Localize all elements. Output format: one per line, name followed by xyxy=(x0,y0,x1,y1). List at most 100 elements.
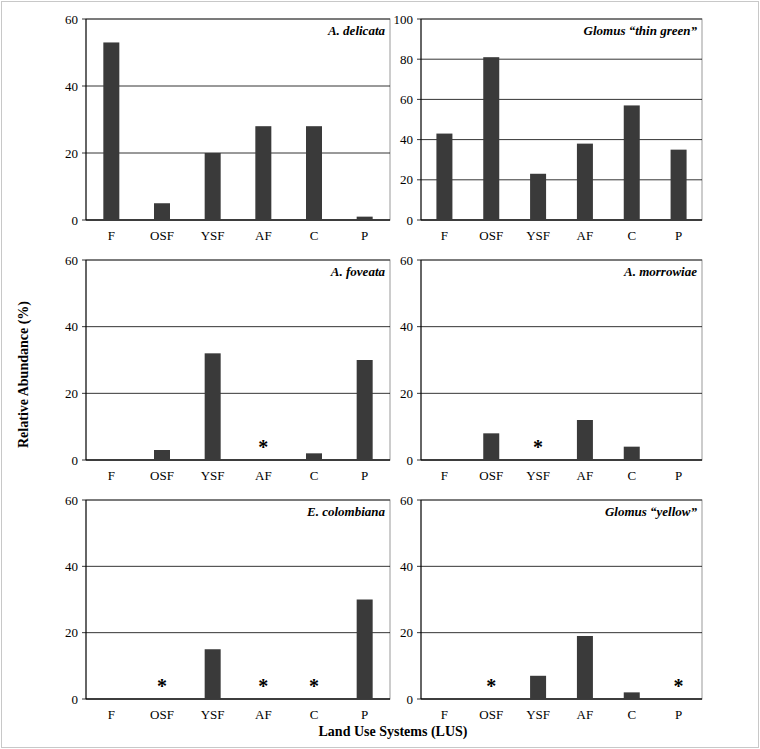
category-label: P xyxy=(361,228,368,243)
bar xyxy=(530,676,546,699)
bar xyxy=(671,699,687,700)
tick-label: 20 xyxy=(65,146,78,161)
bar xyxy=(671,150,687,220)
grid-line xyxy=(421,566,702,567)
tick-label: 20 xyxy=(65,625,78,640)
tick-label: 0 xyxy=(407,213,414,228)
annotation: * xyxy=(533,436,543,458)
plot-frame xyxy=(421,260,702,460)
category-label: C xyxy=(310,228,319,243)
x-axis-label: Land Use Systems (LUS) xyxy=(319,724,468,740)
tick-mark xyxy=(417,99,421,100)
category-label: F xyxy=(441,468,448,483)
y-axis-label: Relative Abundance (%) xyxy=(16,301,32,448)
grid-line xyxy=(86,220,390,221)
tick-mark xyxy=(82,86,86,87)
category-label: C xyxy=(627,468,636,483)
bar xyxy=(530,174,546,220)
annotation: * xyxy=(258,436,268,458)
category-label: AF xyxy=(255,468,272,483)
tick-mark xyxy=(417,460,421,461)
category-label: C xyxy=(310,707,319,722)
category-label: AF xyxy=(577,228,594,243)
panel-title: A. foveata xyxy=(330,264,386,279)
tick-mark xyxy=(82,566,86,567)
panel: 0204060FOSFYSFAFCP*A. morrowiae xyxy=(400,253,702,484)
grid-line xyxy=(86,86,390,87)
tick-label: 60 xyxy=(400,253,413,268)
tick-label: 20 xyxy=(400,386,413,401)
category-label: C xyxy=(627,228,636,243)
tick-mark xyxy=(417,500,421,501)
category-label: F xyxy=(441,707,448,722)
tick-label: 40 xyxy=(65,559,78,574)
grid-line xyxy=(421,179,702,180)
grid-line xyxy=(86,326,390,327)
bar xyxy=(436,134,452,220)
category-label: OSF xyxy=(150,707,174,722)
grid-line xyxy=(86,460,390,461)
annotation: * xyxy=(157,675,167,697)
panel: 020406080100FOSFYSFAFCPGlomus “thin gree… xyxy=(394,12,703,244)
tick-label: 60 xyxy=(400,493,413,508)
plot-frame xyxy=(421,19,702,220)
bar xyxy=(255,460,271,461)
category-label: P xyxy=(675,228,682,243)
y-axis xyxy=(421,500,422,699)
tick-label: 80 xyxy=(400,52,413,67)
panel-title: A. delicata xyxy=(327,23,386,38)
category-label: YSF xyxy=(201,468,225,483)
plot-frame xyxy=(421,500,702,699)
category-label: AF xyxy=(255,228,272,243)
bar xyxy=(154,699,170,700)
grid-line xyxy=(421,260,702,261)
tick-mark xyxy=(417,139,421,140)
category-label: F xyxy=(108,228,115,243)
category-label: C xyxy=(310,468,319,483)
category-label: P xyxy=(361,468,368,483)
tick-mark xyxy=(417,260,421,261)
tick-label: 40 xyxy=(400,559,413,574)
bar xyxy=(357,217,373,220)
bar xyxy=(624,692,640,699)
tick-mark xyxy=(417,566,421,567)
y-axis xyxy=(421,260,422,460)
tick-label: 40 xyxy=(400,132,413,147)
category-label: P xyxy=(361,707,368,722)
grid-line xyxy=(86,153,390,154)
bar xyxy=(357,360,373,460)
bar xyxy=(103,699,119,700)
category-label: C xyxy=(627,707,636,722)
tick-label: 20 xyxy=(65,386,78,401)
grid-line xyxy=(421,500,702,501)
bar xyxy=(255,699,271,700)
category-label: AF xyxy=(577,468,594,483)
tick-mark xyxy=(417,326,421,327)
panel-title: E. colombiana xyxy=(306,504,386,519)
tick-label: 0 xyxy=(72,453,79,468)
grid-line xyxy=(86,393,390,394)
bars xyxy=(154,353,373,460)
category-label: OSF xyxy=(150,228,174,243)
tick-mark xyxy=(417,220,421,221)
bar xyxy=(577,144,593,220)
bar xyxy=(103,42,119,220)
grid-line xyxy=(421,19,702,20)
bar xyxy=(306,699,322,700)
bars xyxy=(436,57,686,220)
bar xyxy=(577,636,593,699)
figure: 0204060FOSFYSFAFCPA. delicata02040608010… xyxy=(0,0,760,749)
x-axis xyxy=(86,460,390,461)
bars xyxy=(483,420,640,460)
plot-frame xyxy=(86,500,390,699)
tick-label: 0 xyxy=(407,692,414,707)
tick-label: 40 xyxy=(65,319,78,334)
bars xyxy=(103,42,372,220)
tick-label: 0 xyxy=(72,692,79,707)
tick-mark xyxy=(82,460,86,461)
y-axis xyxy=(86,500,87,699)
tick-mark xyxy=(82,220,86,221)
bar xyxy=(103,460,119,461)
grid-line xyxy=(86,566,390,567)
annotation: * xyxy=(486,675,496,697)
